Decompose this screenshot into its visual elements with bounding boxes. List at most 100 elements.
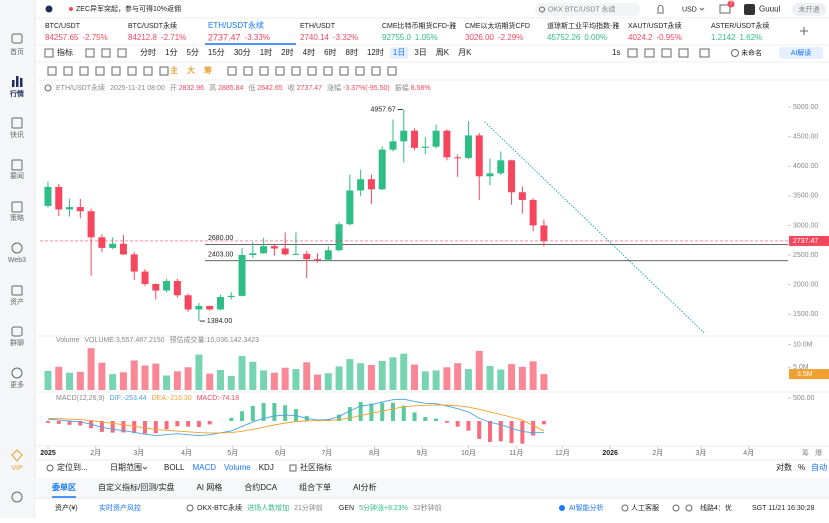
ticker-name[interactable]: BTC/USDT xyxy=(45,23,81,30)
nav-label[interactable]: 快讯 xyxy=(10,130,24,139)
interval-button[interactable]: 月K xyxy=(458,48,472,57)
ticker-change[interactable]: -2.29% xyxy=(498,33,523,42)
interval-button[interactable]: 2时 xyxy=(281,47,293,57)
locate-button[interactable]: 定位到... xyxy=(57,462,88,472)
interval-button[interactable]: 4时 xyxy=(303,47,315,57)
interval-button[interactable]: 5分 xyxy=(186,48,198,57)
ticker-price[interactable]: 84257.65 xyxy=(45,33,79,42)
ticker-price[interactable]: 92755.0 xyxy=(382,33,411,42)
nav-label[interactable]: 行情 xyxy=(9,89,24,98)
tab[interactable]: 合约DCA xyxy=(244,482,278,492)
draw-tool-label[interactable]: 大 xyxy=(187,65,195,75)
volume-bar xyxy=(98,363,105,390)
info-label: 开 xyxy=(170,84,177,92)
interval-button[interactable]: 15分 xyxy=(208,48,225,57)
y-tick-label: 4000.00 xyxy=(793,163,818,170)
nav-label[interactable]: 资产 xyxy=(10,297,24,306)
ticker-price[interactable]: 45752.26 xyxy=(547,33,581,42)
user-name[interactable]: Guuul xyxy=(759,5,781,14)
draw-tool-label[interactable]: 主 xyxy=(170,65,178,75)
nav-label[interactable]: 群聊 xyxy=(10,338,24,347)
ticker-name[interactable]: ASTER/USDT永续 xyxy=(711,21,769,30)
status-assets[interactable]: 资产(¥) xyxy=(55,503,78,512)
axis-tool[interactable]: 筹 xyxy=(802,448,809,457)
ticker-price[interactable]: 2740.14 xyxy=(300,33,329,42)
notice-text[interactable]: ZEC异军突起，参与可得10%返佣 xyxy=(76,4,181,13)
tab[interactable]: 自定义指标/回测/实盘 xyxy=(98,482,174,492)
ticker-name[interactable]: BTC/USDT永续 xyxy=(128,21,177,30)
interval-button[interactable]: 分时 xyxy=(140,47,156,57)
interval-button[interactable]: 1时 xyxy=(260,47,272,57)
avatar[interactable] xyxy=(744,4,755,15)
tab[interactable]: 组合下单 xyxy=(299,482,331,492)
ticker-name[interactable]: ETH/USDT永续 xyxy=(208,20,264,30)
draw-tool-label[interactable]: 筹 xyxy=(204,65,212,75)
ticker-change[interactable]: 1.05% xyxy=(415,33,438,42)
nav-label[interactable]: 更多 xyxy=(10,380,24,389)
ticker-change[interactable]: -2.75% xyxy=(82,33,107,42)
interval-button[interactable]: 周K xyxy=(436,48,450,57)
x-tick-label: 10月 xyxy=(461,449,476,457)
indicator-toggle[interactable]: Volume xyxy=(224,463,251,472)
speed-button[interactable]: 1s xyxy=(612,48,620,57)
status-service[interactable]: 人工客服 xyxy=(631,503,659,512)
nav-label[interactable]: VIP xyxy=(11,465,23,472)
indicator-button[interactable]: 指标 xyxy=(57,47,73,57)
ticker-name[interactable]: 道琼斯工业平均指数-雅 xyxy=(547,21,619,30)
ticker-price[interactable]: 3026.00 xyxy=(465,33,494,42)
interval-button[interactable]: 6时 xyxy=(324,47,336,57)
ticker-change[interactable]: -3.32% xyxy=(333,33,358,42)
indicator-toggle[interactable]: MACD xyxy=(192,463,216,472)
status-line[interactable]: 线路4：优 xyxy=(700,503,732,512)
ticker-change[interactable]: -3.33% xyxy=(245,33,270,42)
currency[interactable]: USD xyxy=(682,6,697,13)
scale-toggle[interactable]: 对数 xyxy=(776,462,792,472)
volume-bar xyxy=(508,364,515,390)
ticker-price[interactable]: 84212.8 xyxy=(128,33,157,42)
status-ai[interactable]: AI智能分析 xyxy=(569,503,604,512)
interval-button[interactable]: 1日 xyxy=(393,48,405,57)
tab[interactable]: AI分析 xyxy=(353,482,377,492)
nav-label[interactable]: 要闻 xyxy=(10,171,24,180)
interval-button[interactable]: 12时 xyxy=(367,47,384,57)
tab[interactable]: AI 网格 xyxy=(196,482,222,492)
status-risk[interactable]: 实时资产风控 xyxy=(99,503,141,512)
layout-button[interactable]: 未命名 xyxy=(741,48,762,57)
axis-tool[interactable]: 爆 xyxy=(815,448,822,457)
date-range-button[interactable]: 日期范围 xyxy=(110,462,142,472)
ticker-price[interactable]: 2737.47 xyxy=(208,32,241,42)
candle-body xyxy=(195,306,202,310)
news-text[interactable]: 5分钟涨+8.23% xyxy=(359,503,408,512)
ticker-name[interactable]: XAUT/USDT永续 xyxy=(628,21,682,30)
scale-toggle[interactable]: 自动 xyxy=(811,462,827,472)
candle-body xyxy=(400,131,407,142)
scale-toggle[interactable]: % xyxy=(798,463,805,472)
candle-body xyxy=(260,246,267,253)
indicator-toggle[interactable]: BOLL xyxy=(164,463,185,472)
interval-button[interactable]: 8时 xyxy=(346,47,358,57)
news-text[interactable]: 进场人数增加 xyxy=(247,503,289,512)
macd-bar xyxy=(359,402,363,421)
community-button[interactable]: 社区指标 xyxy=(300,462,332,472)
ticker-price[interactable]: 4024.2 xyxy=(628,33,653,42)
candle-body xyxy=(346,190,353,224)
interval-button[interactable]: 3日 xyxy=(414,48,426,57)
interval-button[interactable]: 30分 xyxy=(234,48,251,57)
news-symbol[interactable]: GEN xyxy=(339,505,354,512)
news-symbol[interactable]: OKX-BTC永续 xyxy=(197,503,242,512)
ticker-price[interactable]: 1.2142 xyxy=(711,33,736,42)
ticker-name[interactable]: CME比特币期货CFD-雅 xyxy=(382,21,456,30)
indicator-toggle[interactable]: KDJ xyxy=(259,463,274,472)
ticker-change[interactable]: 1.62% xyxy=(739,33,762,42)
interval-button[interactable]: 1分 xyxy=(165,48,177,57)
nav-label[interactable]: Web3 xyxy=(8,257,26,264)
tab[interactable]: 委单区 xyxy=(51,482,76,492)
nav-label[interactable]: 策略 xyxy=(10,213,24,222)
nav-label[interactable]: 首页 xyxy=(10,47,24,56)
ticker-change[interactable]: -0.95% xyxy=(656,33,681,42)
ticker-change[interactable]: -2.71% xyxy=(161,33,186,42)
ticker-change[interactable]: 0.00% xyxy=(584,33,607,42)
candle-body xyxy=(163,281,170,290)
ticker-name[interactable]: ETH/USDT xyxy=(300,23,336,30)
ticker-name[interactable]: CME以太坊期货CFD xyxy=(465,21,530,30)
